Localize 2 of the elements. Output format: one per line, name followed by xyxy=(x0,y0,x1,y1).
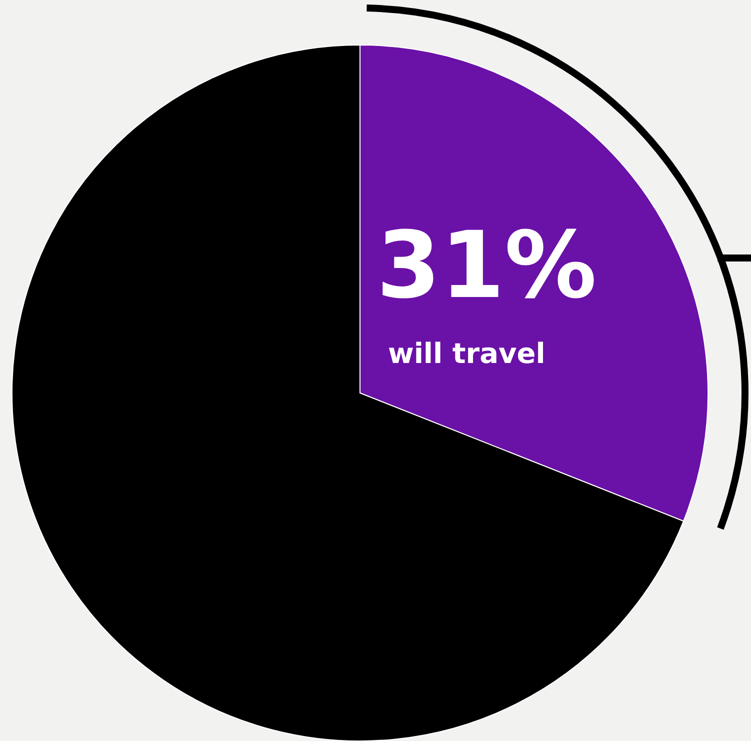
data-label: 31% xyxy=(376,212,597,319)
slice-label: will travel xyxy=(388,336,546,370)
